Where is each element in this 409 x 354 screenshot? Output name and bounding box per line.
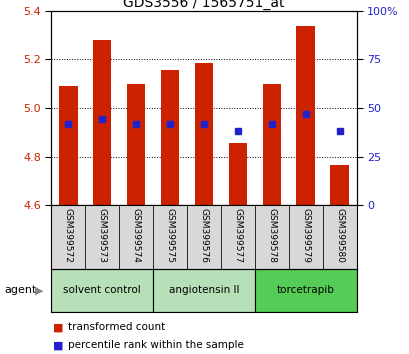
Title: GDS3556 / 1565751_at: GDS3556 / 1565751_at [123,0,284,10]
Text: GSM399576: GSM399576 [199,209,208,263]
Bar [119,205,153,269]
Bar [288,205,322,269]
Text: ■: ■ [53,340,64,350]
Bar [187,205,220,269]
Bar [51,269,153,312]
Text: GSM399579: GSM399579 [301,209,310,263]
Bar [296,27,315,205]
Text: transformed count: transformed count [67,322,164,332]
Text: ■: ■ [53,322,64,332]
Text: ▶: ▶ [35,285,43,295]
Bar [220,205,254,269]
Bar [160,70,179,205]
Text: GSM399572: GSM399572 [63,209,72,263]
Text: solvent control: solvent control [63,285,141,295]
Text: GSM399574: GSM399574 [131,209,140,263]
Text: torcetrapib: torcetrapib [276,285,334,295]
Bar [254,205,288,269]
Bar [59,86,77,205]
Bar [85,205,119,269]
Text: angiotensin II: angiotensin II [169,285,238,295]
Bar [153,205,187,269]
Text: GSM399573: GSM399573 [97,209,106,263]
Bar [254,269,356,312]
Bar [228,143,247,205]
Text: GSM399580: GSM399580 [335,209,344,263]
Bar [126,84,145,205]
Bar [92,40,111,205]
Bar [330,165,348,205]
Bar [194,63,213,205]
Bar [262,84,281,205]
Text: agent: agent [4,285,36,295]
Text: GSM399577: GSM399577 [233,209,242,263]
Text: percentile rank within the sample: percentile rank within the sample [67,340,243,350]
Text: GSM399575: GSM399575 [165,209,174,263]
Text: GSM399578: GSM399578 [267,209,276,263]
Bar [153,269,254,312]
Bar [322,205,356,269]
Bar [51,205,85,269]
